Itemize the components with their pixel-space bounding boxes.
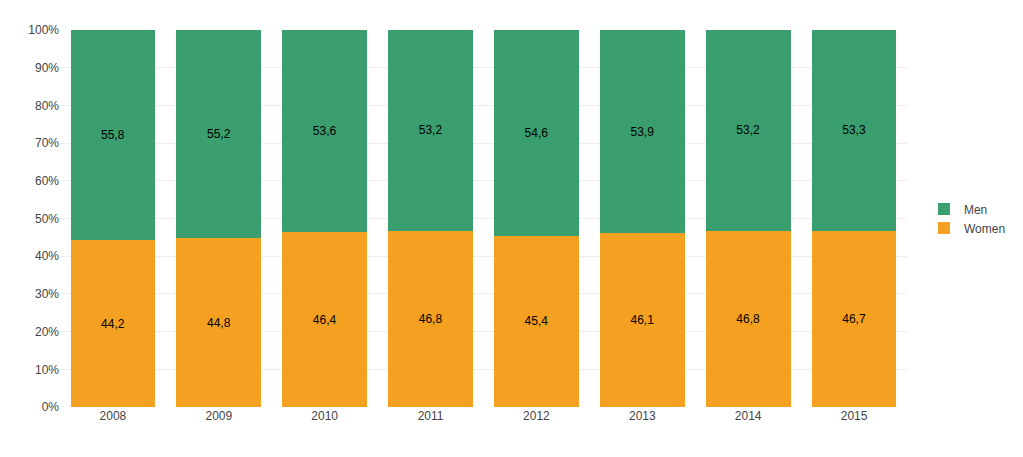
svg-text:46,4: 46,4 xyxy=(313,313,337,327)
svg-text:55,8: 55,8 xyxy=(101,128,125,142)
svg-text:53,2: 53,2 xyxy=(736,123,760,137)
svg-text:20%: 20% xyxy=(35,325,59,339)
svg-text:10%: 10% xyxy=(35,363,59,377)
svg-text:2008: 2008 xyxy=(100,409,127,423)
svg-text:60%: 60% xyxy=(35,174,59,188)
svg-text:44,2: 44,2 xyxy=(101,317,125,331)
svg-text:2015: 2015 xyxy=(841,409,868,423)
svg-text:40%: 40% xyxy=(35,249,59,263)
svg-text:70%: 70% xyxy=(35,136,59,150)
svg-text:45,4: 45,4 xyxy=(525,314,549,328)
svg-text:2013: 2013 xyxy=(629,409,656,423)
svg-text:80%: 80% xyxy=(35,99,59,113)
svg-text:Women: Women xyxy=(964,222,1005,236)
svg-text:90%: 90% xyxy=(35,61,59,75)
svg-text:50%: 50% xyxy=(35,212,59,226)
svg-text:53,3: 53,3 xyxy=(842,123,866,137)
svg-text:46,7: 46,7 xyxy=(842,312,866,326)
svg-text:2010: 2010 xyxy=(311,409,338,423)
svg-text:53,6: 53,6 xyxy=(313,124,337,138)
svg-text:2014: 2014 xyxy=(735,409,762,423)
svg-text:55,2: 55,2 xyxy=(207,127,231,141)
svg-text:46,8: 46,8 xyxy=(736,312,760,326)
svg-text:Men: Men xyxy=(964,203,987,217)
svg-text:53,2: 53,2 xyxy=(419,123,443,137)
svg-text:30%: 30% xyxy=(35,287,59,301)
svg-text:2011: 2011 xyxy=(418,409,444,423)
svg-text:2012: 2012 xyxy=(523,409,550,423)
svg-text:54,6: 54,6 xyxy=(525,126,549,140)
svg-text:44,8: 44,8 xyxy=(207,316,231,330)
svg-text:46,8: 46,8 xyxy=(419,312,443,326)
svg-text:46,1: 46,1 xyxy=(630,313,654,327)
svg-text:100%: 100% xyxy=(28,23,59,37)
svg-text:0%: 0% xyxy=(42,400,60,414)
svg-text:53,9: 53,9 xyxy=(630,125,654,139)
svg-text:2009: 2009 xyxy=(205,409,232,423)
